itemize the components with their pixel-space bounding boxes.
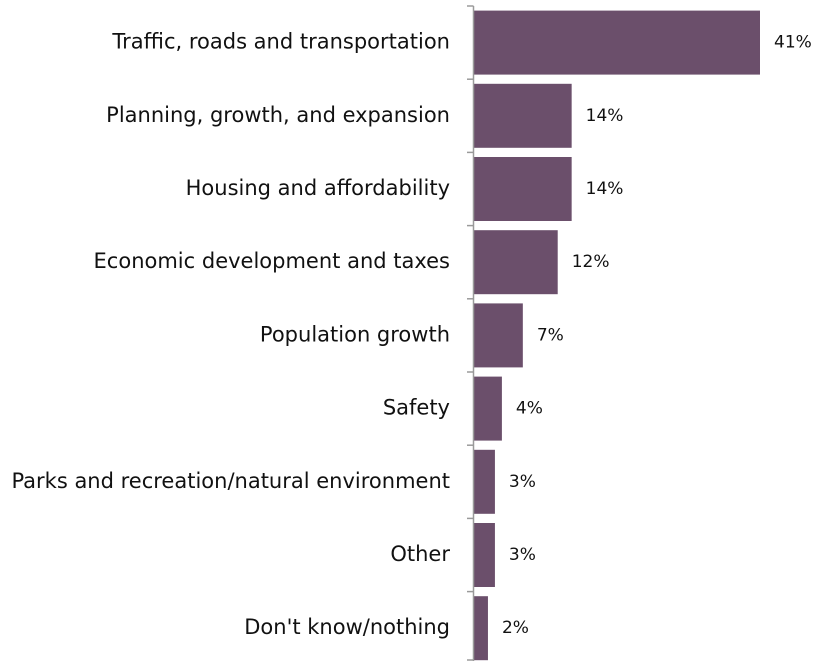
value-label: 12% <box>572 252 610 272</box>
value-label: 2% <box>502 618 529 638</box>
value-label: 3% <box>509 545 536 565</box>
category-label: Economic development and taxes <box>94 249 450 273</box>
category-label: Planning, growth, and expansion <box>106 103 450 127</box>
bar <box>474 157 572 221</box>
category-label: Population growth <box>260 322 450 346</box>
category-label: Housing and affordability <box>186 176 450 200</box>
value-label: 41% <box>774 33 812 53</box>
category-label: Parks and recreation/natural environment <box>11 469 450 493</box>
value-label: 3% <box>509 472 536 492</box>
bar <box>474 10 760 75</box>
bar <box>474 230 558 295</box>
bar <box>474 303 523 368</box>
bar <box>474 83 572 148</box>
bar <box>474 449 495 514</box>
value-label: 14% <box>586 106 624 126</box>
value-label: 14% <box>586 179 624 199</box>
bars-layer <box>474 10 760 661</box>
category-label: Safety <box>383 396 450 420</box>
bar <box>474 376 502 441</box>
bar <box>474 596 488 661</box>
category-label: Other <box>390 542 450 566</box>
category-label: Don't know/nothing <box>244 615 450 639</box>
value-label: 4% <box>516 399 543 419</box>
value-label: 7% <box>537 325 564 345</box>
category-label: Traffic, roads and transportation <box>111 30 450 54</box>
value-labels-layer: 41% 14% 14% 12% 7% 4% 3% 3% 2% <box>502 33 812 639</box>
category-labels-layer: Traffic, roads and transportation Plannin… <box>11 30 450 640</box>
bar <box>474 523 495 587</box>
axis-layer <box>467 5 475 661</box>
